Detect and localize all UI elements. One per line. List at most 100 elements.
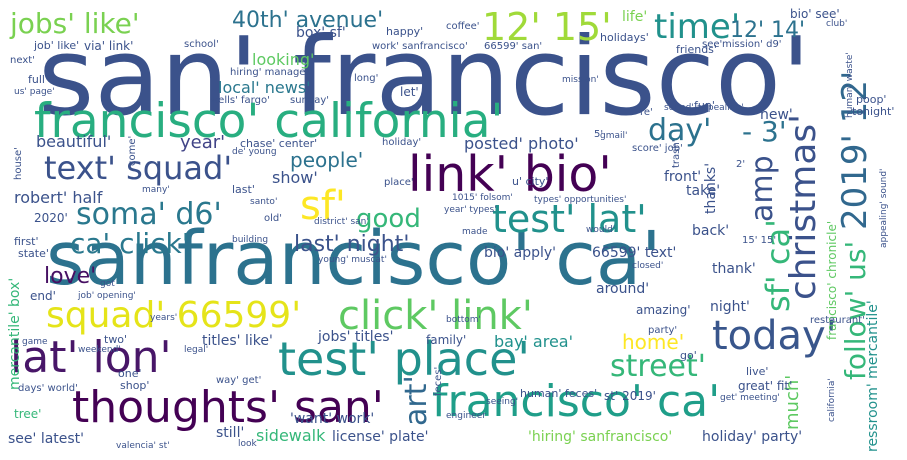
word: night' xyxy=(710,299,750,315)
word: looking' xyxy=(252,50,315,69)
word: california' xyxy=(827,378,837,422)
word: 2020' xyxy=(34,211,68,225)
word: next' xyxy=(10,55,35,66)
word: jobs' like' xyxy=(10,7,140,40)
word: time' xyxy=(654,7,741,47)
word: beautiful' xyxy=(36,132,112,151)
word: show' xyxy=(272,168,318,187)
word: st' 2019' xyxy=(604,389,656,403)
word: good xyxy=(356,204,421,234)
word: see' xyxy=(702,39,723,50)
word: house' xyxy=(13,147,24,180)
word: see' latest' xyxy=(8,431,85,447)
word: come' xyxy=(127,135,138,166)
word: feces' xyxy=(433,366,444,396)
word: box' sf' xyxy=(296,25,346,41)
word: click' link' xyxy=(338,293,533,339)
word: last' xyxy=(232,183,255,196)
word: thanks' xyxy=(703,162,719,214)
word: let' xyxy=(400,85,419,99)
word: - 3' xyxy=(742,115,787,148)
word: test' place' xyxy=(278,332,531,386)
word: sunday' xyxy=(290,95,330,106)
word: bay' area' xyxy=(494,332,573,351)
word: days' world' xyxy=(18,383,78,394)
word: year' types' xyxy=(444,205,497,215)
word: mission' d9' xyxy=(722,39,782,50)
word: mission' xyxy=(562,75,599,85)
word: long' xyxy=(354,73,379,84)
word: district' san' xyxy=(314,217,369,227)
word: robert' half xyxy=(14,188,103,207)
word: around' xyxy=(596,281,650,297)
word: closed' xyxy=(632,261,664,271)
word: building xyxy=(232,235,269,245)
word: appealing' sound' xyxy=(879,168,889,248)
word: two' xyxy=(104,333,128,346)
word: great' fit' xyxy=(738,379,793,393)
word: 2' xyxy=(736,159,746,170)
word: gmail' xyxy=(600,131,628,141)
word: shop' xyxy=(120,379,150,392)
word: u' city' xyxy=(512,175,549,188)
word: weekend' xyxy=(78,345,121,355)
word: life' xyxy=(622,9,648,25)
word: restaurant' xyxy=(810,315,865,326)
word: club' xyxy=(826,19,848,29)
word: one' xyxy=(118,367,142,380)
word: still' xyxy=(216,425,245,441)
word: francisco' california' xyxy=(34,94,504,149)
word: state' xyxy=(18,247,49,260)
word: jobs' titles' xyxy=(318,329,394,345)
word: way' get' xyxy=(216,375,262,386)
word: today' xyxy=(712,313,837,359)
word: look xyxy=(238,439,257,449)
word: chase' center' xyxy=(240,137,318,150)
word: fun' xyxy=(694,99,715,112)
word: work' sanfrancisco' xyxy=(372,41,468,52)
word: years' xyxy=(150,313,178,323)
word: trash' xyxy=(671,139,682,168)
word: engineer xyxy=(446,411,486,421)
word: 1015' folsom' xyxy=(452,193,513,203)
word: coffee' xyxy=(446,21,480,32)
word: wells' fargo' xyxy=(210,95,270,106)
word: home' xyxy=(622,330,685,354)
word: seeing' xyxy=(486,397,519,407)
word: 15' 15' xyxy=(742,235,777,246)
word: mercantile' box' xyxy=(7,277,23,390)
word: amp xyxy=(745,155,780,222)
word: game xyxy=(22,337,48,347)
word: holiday' party' xyxy=(702,429,803,445)
word: job' like' xyxy=(34,39,80,52)
word: 66599' text' xyxy=(592,245,677,261)
word: place' xyxy=(384,177,414,188)
word: thank' xyxy=(712,261,756,277)
word: 'hiring' sanfrancisco' xyxy=(528,429,673,445)
word: score' job' xyxy=(632,143,683,154)
word: tonight' xyxy=(852,105,895,118)
word: sanfrancisco' ca' xyxy=(46,216,662,302)
word: text' squad' xyxy=(44,149,233,187)
word: ca' click' xyxy=(70,227,190,260)
word: lat' lon' xyxy=(10,332,172,383)
word: art' xyxy=(399,375,434,426)
word: family' xyxy=(426,333,467,347)
word: local' news' xyxy=(218,78,311,97)
word: happy' xyxy=(386,25,424,38)
word: 12' 14' xyxy=(730,18,806,43)
word: people' xyxy=(290,148,364,172)
word: made xyxy=(462,227,488,237)
word: day' xyxy=(648,113,712,148)
word: titles' like' xyxy=(202,333,273,349)
word: 40th' avenue' xyxy=(232,8,384,33)
word: party' xyxy=(648,325,678,336)
word: 12' 15' xyxy=(482,5,612,49)
word: bio' apply' xyxy=(484,245,557,261)
word: types' opportunities' xyxy=(534,195,627,205)
word: live' xyxy=(746,365,769,378)
word: front' xyxy=(664,169,702,185)
word: human' waste' xyxy=(845,52,855,118)
word: last' night' xyxy=(294,232,410,257)
